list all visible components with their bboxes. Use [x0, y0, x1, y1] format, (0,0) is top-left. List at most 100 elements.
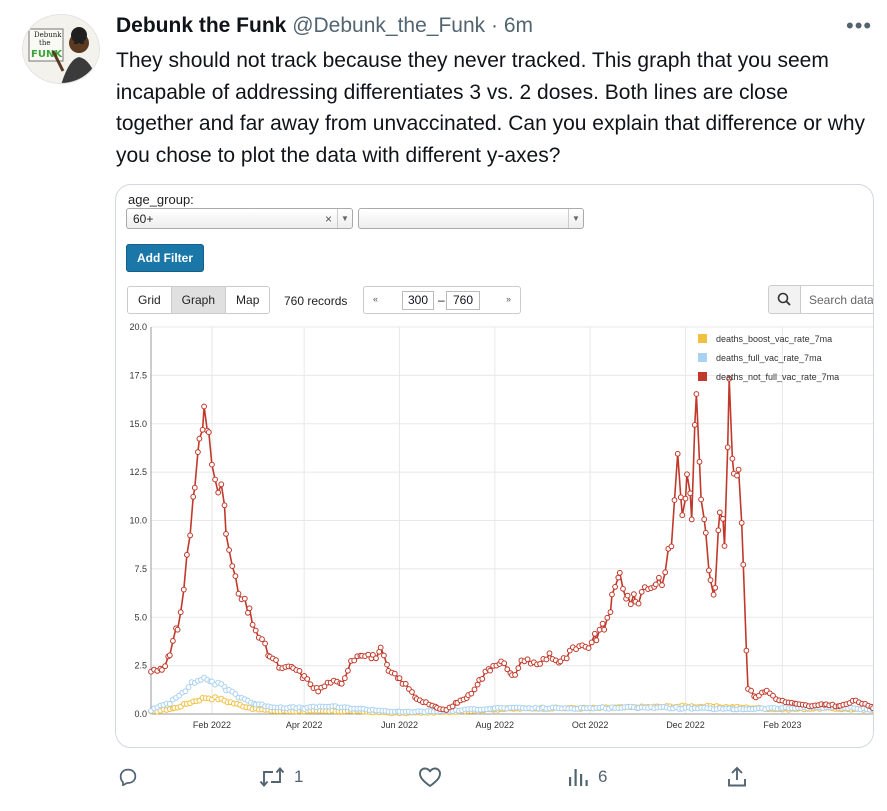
- data-point: [706, 567, 712, 574]
- data-point: [190, 493, 197, 500]
- data-point: [677, 494, 684, 501]
- range-from-input[interactable]: 300: [402, 291, 434, 310]
- y-tick-label: 17.5: [129, 370, 147, 380]
- y-tick-label: 7.5: [134, 564, 147, 574]
- avatar[interactable]: Debunk the FUNK: [22, 14, 100, 84]
- search-data-input[interactable]: Search data: [800, 285, 873, 314]
- data-point: [187, 532, 193, 539]
- tweet-actions: 1 6: [0, 766, 887, 798]
- x-tick-label: Dec 2022: [666, 720, 705, 730]
- data-point: [195, 449, 201, 456]
- range-to-input[interactable]: 760: [446, 291, 480, 310]
- data-point: [601, 626, 608, 633]
- data-point: [223, 531, 229, 537]
- data-point: [710, 591, 717, 598]
- heart-icon: [419, 767, 441, 787]
- filter-value-select[interactable]: ▼: [358, 208, 584, 229]
- legend-label: deaths_not_full_vac_rate_7ma: [716, 372, 839, 382]
- search-button[interactable]: [768, 285, 801, 314]
- tab-grid[interactable]: Grid: [128, 287, 172, 313]
- chevron-down-icon[interactable]: ▼: [568, 209, 583, 228]
- data-point: [479, 676, 486, 682]
- record-count: 760 records: [284, 294, 348, 308]
- legend-swatch: [698, 372, 707, 381]
- y-tick-label: 2.5: [134, 661, 147, 671]
- add-filter-button[interactable]: Add Filter: [126, 244, 204, 272]
- like-button[interactable]: [418, 766, 451, 788]
- data-point: [593, 637, 600, 644]
- data-point: [215, 489, 222, 496]
- data-point: [599, 620, 606, 627]
- next-page-button[interactable]: »: [505, 294, 511, 304]
- data-point: [687, 490, 694, 497]
- y-tick-label: 5.0: [134, 612, 147, 622]
- x-tick-label: Jun 2022: [381, 720, 418, 730]
- chevron-down-icon[interactable]: ▼: [337, 209, 352, 228]
- share-icon: [728, 766, 746, 787]
- tab-graph[interactable]: Graph: [171, 287, 227, 313]
- age-group-value: 60+: [133, 212, 154, 226]
- data-point: [391, 670, 398, 677]
- timestamp[interactable]: 6m: [503, 14, 533, 37]
- data-point: [662, 569, 669, 576]
- y-tick-label: 20.0: [129, 322, 147, 332]
- data-point: [304, 676, 311, 682]
- data-point: [471, 686, 478, 693]
- data-point: [212, 476, 218, 483]
- data-point: [205, 429, 212, 436]
- data-point: [701, 516, 708, 523]
- age-group-select[interactable]: 60+ × ▼: [126, 208, 353, 229]
- display-name[interactable]: Debunk the Funk: [116, 14, 287, 37]
- deaths-rate-chart: 0.0 2.5 5.0 7.5 10.0 12.5 15.0 17.5 20.0 Feb 2022…: [129, 322, 873, 730]
- share-button[interactable]: [726, 766, 748, 788]
- data-point: [241, 595, 248, 602]
- data-point: [221, 502, 228, 509]
- reply-button[interactable]: [117, 766, 148, 788]
- view-toggle: Grid Graph Map: [127, 286, 271, 314]
- data-point: [659, 582, 665, 589]
- prev-page-button[interactable]: «: [373, 294, 379, 304]
- data-point: [726, 375, 733, 382]
- media-image[interactable]: age_group: 60+ × ▼ ▼ Add Filter Grid Gra…: [115, 184, 874, 748]
- data-point: [373, 655, 379, 662]
- reply-icon: [119, 768, 137, 787]
- data-point: [468, 690, 475, 697]
- data-point: [524, 656, 531, 663]
- data-point: [546, 650, 553, 657]
- data-point: [674, 450, 681, 457]
- retweet-count: 1: [294, 767, 304, 786]
- data-point: [273, 657, 279, 664]
- data-point: [620, 585, 626, 592]
- retweet-button[interactable]: 1: [259, 766, 303, 788]
- handle[interactable]: @Debunk_the_Funk: [292, 14, 486, 37]
- data-point: [345, 667, 351, 674]
- data-point: [501, 660, 508, 667]
- data-point: [688, 516, 695, 523]
- tweet-text: They should not track because they never…: [116, 49, 866, 167]
- data-point: [616, 569, 623, 576]
- data-point: [627, 601, 634, 608]
- data-point: [321, 683, 328, 690]
- views-button[interactable]: 6: [567, 766, 607, 788]
- data-point: [504, 666, 511, 673]
- retweet-icon: [259, 767, 285, 787]
- data-point: [698, 496, 704, 503]
- tab-map[interactable]: Map: [226, 287, 270, 313]
- data-point: [191, 484, 198, 491]
- data-point: [252, 627, 259, 634]
- clear-icon[interactable]: ×: [324, 212, 332, 226]
- data-point: [652, 581, 659, 588]
- data-point: [229, 563, 236, 570]
- data-point: [596, 626, 603, 633]
- legend-label: deaths_full_vac_rate_7ma: [716, 353, 822, 363]
- data-point: [691, 422, 698, 428]
- more-options-icon[interactable]: •••: [846, 13, 873, 38]
- data-point: [656, 574, 662, 581]
- data-point: [226, 547, 232, 553]
- data-point: [668, 543, 675, 550]
- data-point: [184, 551, 190, 558]
- data-point: [409, 689, 415, 695]
- data-point: [262, 640, 269, 647]
- data-point: [246, 605, 253, 612]
- avatar-image: Debunk the FUNK: [23, 15, 99, 83]
